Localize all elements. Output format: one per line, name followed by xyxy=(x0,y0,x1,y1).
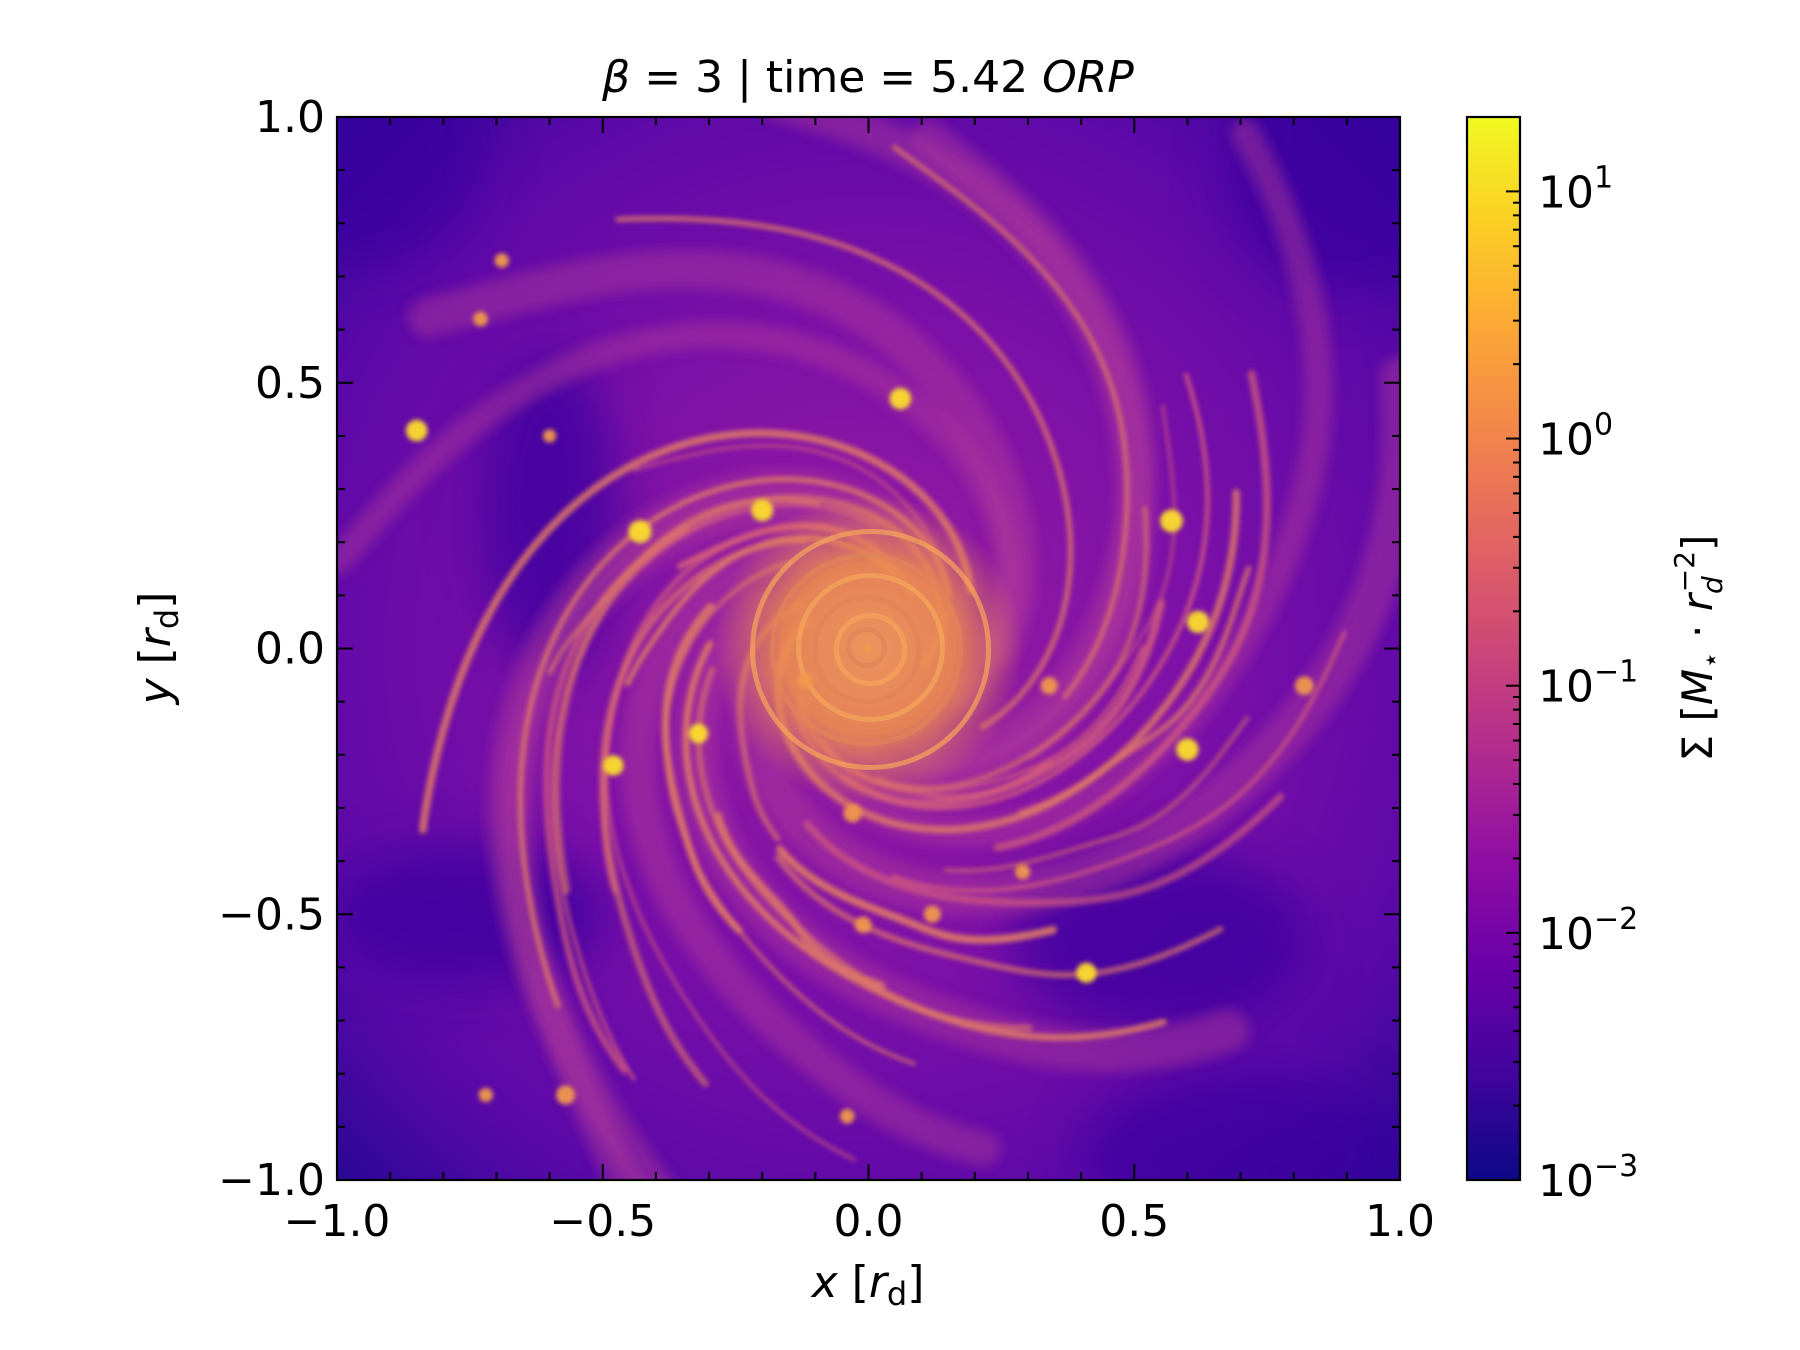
filament xyxy=(890,630,1347,893)
x-axis-label: x [rd] xyxy=(810,1257,925,1313)
clump xyxy=(839,1108,855,1124)
colorbar xyxy=(1467,117,1520,1180)
filament xyxy=(615,215,1074,730)
core-ring xyxy=(846,627,887,668)
clump xyxy=(751,499,774,522)
clump xyxy=(628,520,652,544)
chart-title: β = 3 | time = 5.42 ORP xyxy=(601,52,1134,103)
y-tick-label: 0.5 xyxy=(255,358,325,409)
void-region xyxy=(337,117,484,264)
clump xyxy=(889,387,912,410)
clump xyxy=(494,253,510,268)
low-density-voids xyxy=(337,117,1400,1180)
filament xyxy=(803,792,1285,907)
core-center xyxy=(864,644,873,653)
filament xyxy=(891,144,1130,700)
clump xyxy=(843,804,862,823)
diffuse-arm xyxy=(910,119,1155,777)
filament xyxy=(774,854,1224,978)
core-ring xyxy=(812,595,921,704)
filament xyxy=(517,476,952,1009)
diffuse-arm xyxy=(620,532,1001,1167)
x-tick-label: 0.5 xyxy=(1099,1196,1169,1247)
colorbar-tick-label: 101 xyxy=(1538,160,1613,218)
colorbar-tick-label: 10−3 xyxy=(1538,1149,1638,1207)
core-ring xyxy=(750,529,991,770)
filament xyxy=(943,716,1250,873)
clump xyxy=(405,419,428,442)
clump xyxy=(1015,864,1031,880)
clump xyxy=(854,916,872,934)
clump xyxy=(1186,610,1210,634)
clump xyxy=(1076,962,1097,983)
x-tick-label: 0.0 xyxy=(834,1196,904,1247)
clump xyxy=(478,1087,493,1103)
colorbar-tick-label: 10−1 xyxy=(1538,655,1638,713)
y-axis-tick-labels: −1.0 −0.5 0.0 0.5 1.0 xyxy=(218,92,325,1206)
filament xyxy=(775,845,1057,944)
clump xyxy=(1040,677,1058,695)
clump xyxy=(688,723,709,744)
dense-clumps xyxy=(405,253,1314,1124)
filament xyxy=(604,565,856,1162)
filament xyxy=(993,370,1271,852)
x-tick-label: −0.5 xyxy=(549,1196,656,1247)
disc-core xyxy=(713,493,1024,804)
core-ring xyxy=(770,553,963,746)
x-tick-label: 1.0 xyxy=(1365,1196,1435,1247)
colorbar-ticks xyxy=(1506,116,1520,1181)
colorbar-tick-label: 100 xyxy=(1538,408,1613,466)
void-region xyxy=(1080,1073,1400,1180)
filament xyxy=(661,602,743,935)
clump xyxy=(603,755,624,776)
clump xyxy=(1176,738,1199,761)
core-ring xyxy=(834,613,907,686)
core-ring xyxy=(796,573,945,722)
diffuse-arm xyxy=(408,249,1037,668)
x-axis-tick-labels: −1.0 −0.5 0.0 0.5 1.0 xyxy=(284,1196,1435,1247)
y-tick-label: 1.0 xyxy=(255,92,325,143)
clump xyxy=(556,1085,576,1105)
y-tick-label: −1.0 xyxy=(218,1155,325,1206)
y-tick-label: 0.0 xyxy=(255,624,325,675)
clump xyxy=(1294,676,1314,696)
clump xyxy=(542,429,557,443)
filament xyxy=(874,505,1149,791)
y-axis-label: y [rd] xyxy=(130,592,186,707)
clump xyxy=(473,311,488,327)
colorbar-frame xyxy=(1465,115,1522,1182)
colorbar-tick-label: 10−2 xyxy=(1538,902,1638,960)
clump xyxy=(923,905,941,923)
filament xyxy=(418,429,975,834)
diffuse-arm xyxy=(337,321,1024,709)
y-tick-label: −0.5 xyxy=(218,889,325,940)
clump xyxy=(796,672,813,689)
density-map xyxy=(337,117,1400,1180)
filament xyxy=(682,640,1167,1041)
x-tick-label: −1.0 xyxy=(284,1196,391,1247)
x-axis-ticks xyxy=(336,117,1401,1180)
filament xyxy=(840,598,1166,807)
y-axis-ticks xyxy=(337,116,1400,1181)
colorbar-tick-labels: 10−3 10−2 10−1 100 101 xyxy=(1538,160,1638,1207)
colorbar-label: Σ [M⋆ · rd−2] xyxy=(1668,535,1729,762)
clump xyxy=(1160,509,1183,533)
